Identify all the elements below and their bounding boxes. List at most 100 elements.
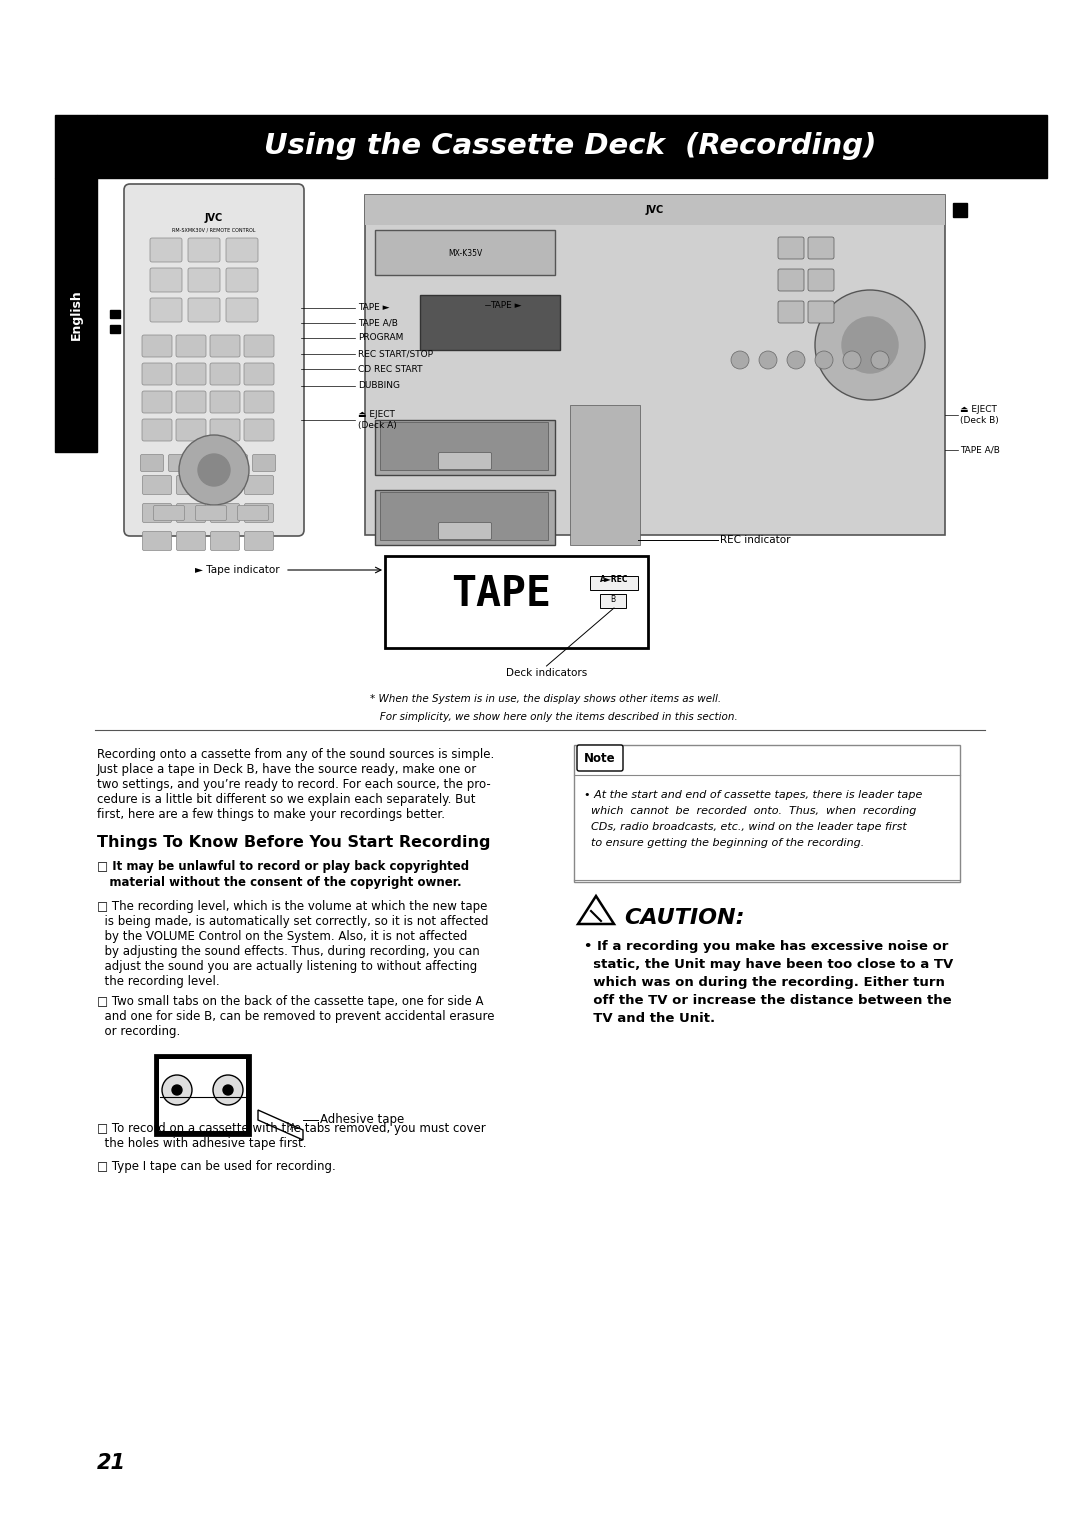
FancyBboxPatch shape	[143, 504, 172, 523]
Text: adjust the sound you are actually listening to without affecting: adjust the sound you are actually listen…	[97, 960, 477, 973]
Text: TAPE ►: TAPE ►	[490, 301, 522, 310]
FancyBboxPatch shape	[808, 269, 834, 290]
Text: A: A	[291, 1123, 296, 1132]
Circle shape	[787, 351, 805, 368]
Circle shape	[731, 351, 750, 368]
Bar	[375, 231, 555, 275]
Text: REC indicator: REC indicator	[720, 535, 791, 545]
Text: B: B	[610, 594, 616, 604]
FancyBboxPatch shape	[176, 532, 205, 550]
Text: For simplicity, we show here only the items described in this section.: For simplicity, we show here only the it…	[370, 712, 738, 723]
FancyBboxPatch shape	[176, 504, 205, 523]
Text: two settings, and you’re ready to record. For each source, the pro-: two settings, and you’re ready to record…	[97, 778, 490, 792]
Bar	[110, 310, 120, 318]
FancyBboxPatch shape	[778, 301, 804, 322]
Text: MX-K35V: MX-K35V	[448, 249, 482, 258]
FancyBboxPatch shape	[210, 364, 240, 385]
FancyBboxPatch shape	[244, 391, 274, 413]
Bar	[590, 576, 638, 590]
FancyBboxPatch shape	[176, 419, 206, 442]
Bar	[375, 490, 555, 545]
Bar	[365, 196, 945, 225]
FancyBboxPatch shape	[225, 454, 247, 472]
Text: * When the System is in use, the display shows other items as well.: * When the System is in use, the display…	[370, 694, 721, 704]
FancyBboxPatch shape	[210, 419, 240, 442]
Text: is being made, is automatically set correctly, so it is not affected: is being made, is automatically set corr…	[97, 915, 488, 927]
FancyBboxPatch shape	[176, 475, 205, 495]
FancyBboxPatch shape	[211, 504, 240, 523]
Circle shape	[870, 351, 889, 368]
FancyBboxPatch shape	[577, 746, 623, 772]
FancyBboxPatch shape	[210, 391, 240, 413]
FancyBboxPatch shape	[195, 506, 227, 521]
Text: A►REC: A►REC	[599, 575, 629, 584]
FancyBboxPatch shape	[778, 237, 804, 260]
Text: REC START/STOP: REC START/STOP	[357, 350, 433, 359]
FancyBboxPatch shape	[244, 335, 274, 358]
Text: □ Type I tape can be used for recording.: □ Type I tape can be used for recording.	[97, 1160, 336, 1174]
FancyBboxPatch shape	[438, 452, 491, 469]
FancyBboxPatch shape	[150, 267, 183, 292]
Bar	[97, 115, 1047, 177]
FancyBboxPatch shape	[210, 335, 240, 358]
Bar	[375, 420, 555, 475]
Text: TAPE A/B: TAPE A/B	[357, 318, 397, 327]
Text: DUBBING: DUBBING	[357, 382, 400, 391]
Text: □ To record on a cassette with the tabs removed, you must cover: □ To record on a cassette with the tabs …	[97, 1122, 486, 1135]
Circle shape	[162, 1076, 192, 1105]
Text: Adhesive tape: Adhesive tape	[320, 1114, 404, 1126]
FancyBboxPatch shape	[188, 267, 220, 292]
Text: and one for side B, can be removed to prevent accidental erasure: and one for side B, can be removed to pr…	[97, 1010, 495, 1024]
Text: static, the Unit may have been too close to a TV: static, the Unit may have been too close…	[584, 958, 954, 970]
FancyBboxPatch shape	[808, 301, 834, 322]
Text: • If a recording you make has excessive noise or: • If a recording you make has excessive …	[584, 940, 948, 953]
Bar	[570, 405, 640, 545]
Text: ⏏ EJECT
(Deck A): ⏏ EJECT (Deck A)	[357, 411, 396, 429]
FancyBboxPatch shape	[176, 391, 206, 413]
Bar	[384, 556, 648, 648]
Circle shape	[172, 1085, 183, 1096]
FancyBboxPatch shape	[238, 506, 269, 521]
Text: TAPE ►: TAPE ►	[357, 304, 390, 313]
FancyBboxPatch shape	[244, 532, 273, 550]
Text: Recording onto a cassette from any of the sound sources is simple.: Recording onto a cassette from any of th…	[97, 749, 495, 761]
Text: ► Tape indicator: ► Tape indicator	[195, 565, 280, 575]
FancyBboxPatch shape	[778, 269, 804, 290]
Text: the holes with adhesive tape first.: the holes with adhesive tape first.	[97, 1137, 307, 1151]
Bar	[420, 295, 561, 350]
Circle shape	[213, 1076, 243, 1105]
Bar	[953, 203, 967, 217]
Text: □ Two small tabs on the back of the cassette tape, one for side A: □ Two small tabs on the back of the cass…	[97, 995, 484, 1008]
Text: TAPE: TAPE	[450, 573, 551, 614]
Text: Deck indicators: Deck indicators	[505, 668, 588, 678]
Circle shape	[842, 316, 897, 373]
Text: □ The recording level, which is the volume at which the new tape: □ The recording level, which is the volu…	[97, 900, 487, 914]
Text: Using the Cassette Deck  (Recording): Using the Cassette Deck (Recording)	[264, 133, 876, 160]
FancyBboxPatch shape	[188, 238, 220, 261]
Bar	[156, 1054, 249, 1135]
FancyBboxPatch shape	[176, 364, 206, 385]
Text: TAPE A/B: TAPE A/B	[960, 446, 1000, 454]
FancyBboxPatch shape	[226, 238, 258, 261]
Bar	[55, 115, 97, 177]
Text: Things To Know Before You Start Recording: Things To Know Before You Start Recordin…	[97, 834, 490, 850]
Bar	[600, 594, 626, 608]
Circle shape	[759, 351, 777, 368]
FancyBboxPatch shape	[188, 298, 220, 322]
Bar	[365, 196, 945, 535]
FancyBboxPatch shape	[244, 504, 273, 523]
Text: CAUTION:: CAUTION:	[624, 908, 744, 927]
Circle shape	[815, 290, 924, 400]
FancyBboxPatch shape	[141, 419, 172, 442]
Text: 21: 21	[97, 1453, 126, 1473]
Circle shape	[179, 435, 249, 504]
Text: first, here are a few things to make your recordings better.: first, here are a few things to make you…	[97, 808, 445, 821]
FancyBboxPatch shape	[141, 364, 172, 385]
Bar	[55, 177, 97, 452]
FancyBboxPatch shape	[141, 335, 172, 358]
FancyBboxPatch shape	[143, 475, 172, 495]
Circle shape	[198, 454, 230, 486]
FancyBboxPatch shape	[153, 506, 185, 521]
Bar	[380, 492, 548, 539]
FancyBboxPatch shape	[141, 391, 172, 413]
